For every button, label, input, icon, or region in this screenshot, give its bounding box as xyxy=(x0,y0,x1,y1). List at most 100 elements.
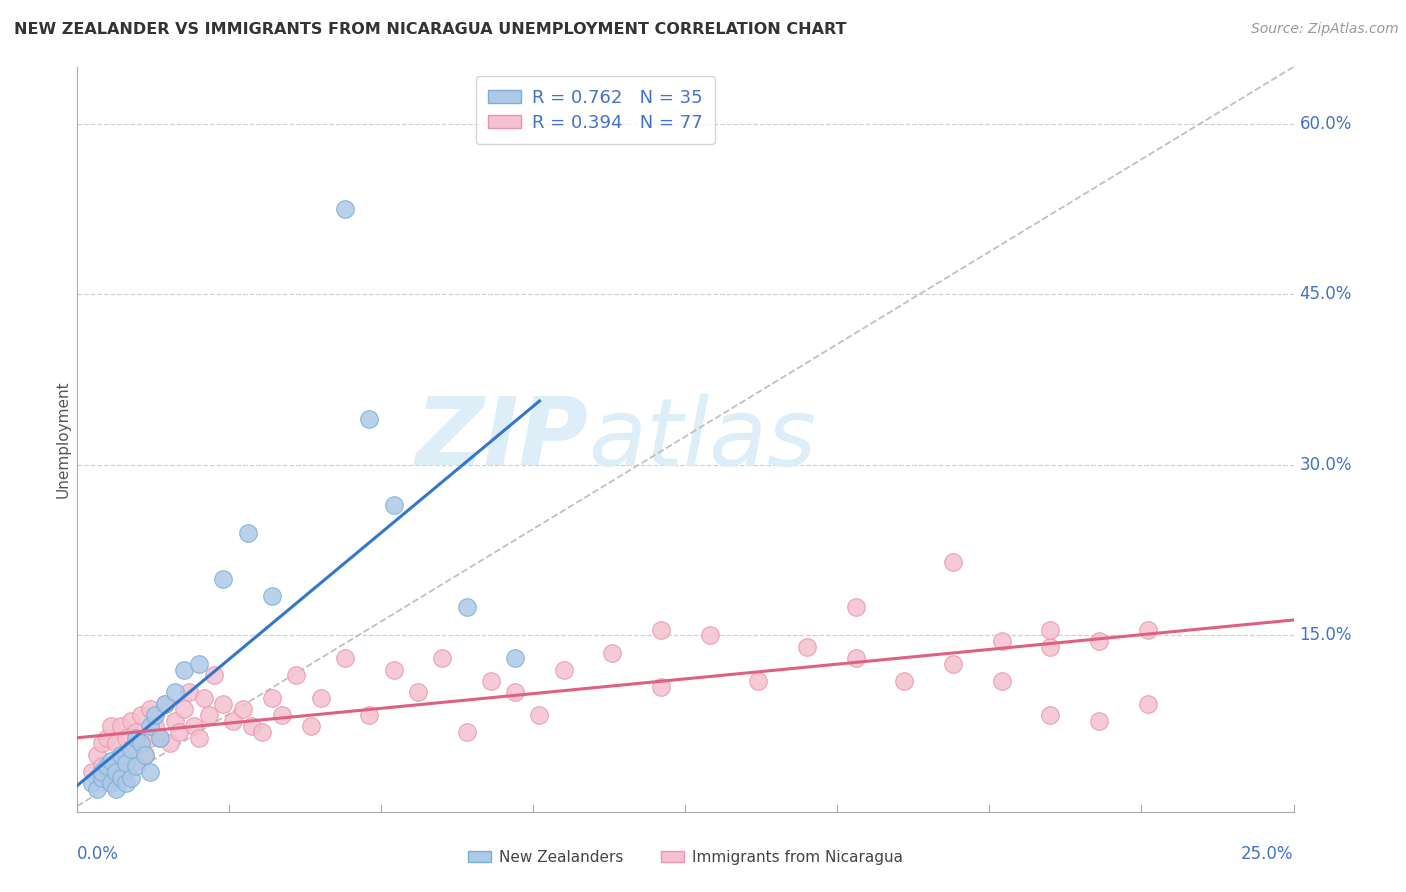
Point xyxy=(115,764,138,779)
Point xyxy=(193,691,215,706)
Point xyxy=(183,719,205,733)
Point xyxy=(143,708,166,723)
Point xyxy=(169,725,191,739)
Point xyxy=(105,764,128,779)
Point xyxy=(1136,623,1159,637)
Point xyxy=(153,697,176,711)
Point xyxy=(173,702,195,716)
Point xyxy=(222,714,245,728)
Point xyxy=(105,737,128,751)
Point xyxy=(650,623,672,637)
Point xyxy=(105,771,128,785)
Point xyxy=(90,759,112,773)
Point xyxy=(129,737,152,751)
Point xyxy=(115,731,138,745)
Point xyxy=(179,685,201,699)
Point xyxy=(212,572,235,586)
Point xyxy=(125,754,148,768)
Point xyxy=(845,600,868,615)
Point xyxy=(86,747,108,762)
Point xyxy=(125,725,148,739)
Text: 15.0%: 15.0% xyxy=(1299,626,1353,644)
Point xyxy=(456,725,478,739)
Point xyxy=(553,663,575,677)
Text: 30.0%: 30.0% xyxy=(1299,456,1353,474)
Point xyxy=(942,555,965,569)
Point xyxy=(96,759,118,773)
Point xyxy=(80,776,103,790)
Point xyxy=(359,708,381,723)
Point xyxy=(796,640,818,654)
Point xyxy=(125,759,148,773)
Point xyxy=(232,702,254,716)
Point xyxy=(333,202,356,216)
Text: 0.0%: 0.0% xyxy=(77,846,120,863)
Point xyxy=(115,776,138,790)
Point xyxy=(80,764,103,779)
Point xyxy=(129,737,152,751)
Point xyxy=(845,651,868,665)
Text: Source: ZipAtlas.com: Source: ZipAtlas.com xyxy=(1251,22,1399,37)
Point xyxy=(299,719,322,733)
Point xyxy=(115,756,138,770)
Point xyxy=(1088,634,1111,648)
Point xyxy=(149,731,172,745)
Point xyxy=(149,731,172,745)
Point xyxy=(139,719,162,733)
Point xyxy=(406,685,429,699)
Point xyxy=(503,685,526,699)
Point xyxy=(1039,708,1062,723)
Point xyxy=(163,714,186,728)
Text: 45.0%: 45.0% xyxy=(1299,285,1353,303)
Point xyxy=(110,771,132,785)
Point xyxy=(139,702,162,716)
Point xyxy=(250,725,273,739)
Point xyxy=(188,657,211,671)
Point xyxy=(529,708,551,723)
Point xyxy=(134,747,156,762)
Point xyxy=(1039,640,1062,654)
Point xyxy=(1039,623,1062,637)
Y-axis label: Unemployment: Unemployment xyxy=(55,381,70,498)
Point xyxy=(990,634,1012,648)
Point xyxy=(125,731,148,745)
Point xyxy=(942,657,965,671)
Point xyxy=(120,714,142,728)
Point xyxy=(212,697,235,711)
Point xyxy=(120,742,142,756)
Point xyxy=(359,412,381,426)
Point xyxy=(159,737,181,751)
Text: 25.0%: 25.0% xyxy=(1241,846,1294,863)
Point xyxy=(110,754,132,768)
Point xyxy=(747,673,769,688)
Point xyxy=(86,782,108,797)
Legend: New Zealanders, Immigrants from Nicaragua: New Zealanders, Immigrants from Nicaragu… xyxy=(463,844,908,871)
Point xyxy=(134,747,156,762)
Point xyxy=(285,668,308,682)
Point xyxy=(173,663,195,677)
Point xyxy=(163,685,186,699)
Point xyxy=(650,680,672,694)
Point xyxy=(90,737,112,751)
Point xyxy=(100,754,122,768)
Point xyxy=(456,600,478,615)
Point xyxy=(382,663,405,677)
Point xyxy=(260,691,283,706)
Point xyxy=(105,782,128,797)
Point xyxy=(188,731,211,745)
Point xyxy=(242,719,264,733)
Point xyxy=(100,719,122,733)
Point xyxy=(100,764,122,779)
Point xyxy=(90,771,112,785)
Point xyxy=(503,651,526,665)
Point xyxy=(1088,714,1111,728)
Point xyxy=(96,771,118,785)
Point xyxy=(120,742,142,756)
Point xyxy=(139,764,162,779)
Point xyxy=(202,668,225,682)
Point xyxy=(110,719,132,733)
Text: NEW ZEALANDER VS IMMIGRANTS FROM NICARAGUA UNEMPLOYMENT CORRELATION CHART: NEW ZEALANDER VS IMMIGRANTS FROM NICARAG… xyxy=(14,22,846,37)
Point xyxy=(90,764,112,779)
Point xyxy=(990,673,1012,688)
Text: atlas: atlas xyxy=(588,393,817,485)
